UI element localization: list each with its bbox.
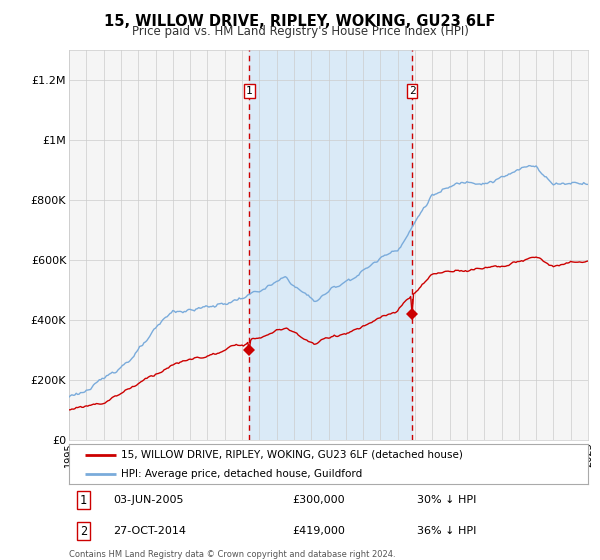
Text: Price paid vs. HM Land Registry's House Price Index (HPI): Price paid vs. HM Land Registry's House …: [131, 25, 469, 38]
Text: HPI: Average price, detached house, Guildford: HPI: Average price, detached house, Guil…: [121, 469, 362, 478]
Text: 30% ↓ HPI: 30% ↓ HPI: [417, 495, 476, 505]
Text: 15, WILLOW DRIVE, RIPLEY, WOKING, GU23 6LF: 15, WILLOW DRIVE, RIPLEY, WOKING, GU23 6…: [104, 14, 496, 29]
Text: 2: 2: [80, 525, 87, 538]
Text: 27-OCT-2014: 27-OCT-2014: [113, 526, 186, 536]
Bar: [249, 50, 412, 440]
Text: £300,000: £300,000: [292, 495, 345, 505]
Text: 36% ↓ HPI: 36% ↓ HPI: [417, 526, 476, 536]
Text: 2: 2: [409, 86, 415, 96]
Text: £419,000: £419,000: [292, 526, 345, 536]
Text: Contains HM Land Registry data © Crown copyright and database right 2024.
This d: Contains HM Land Registry data © Crown c…: [69, 550, 395, 560]
Text: 03-JUN-2005: 03-JUN-2005: [113, 495, 184, 505]
Text: 1: 1: [80, 493, 87, 507]
Text: 15, WILLOW DRIVE, RIPLEY, WOKING, GU23 6LF (detached house): 15, WILLOW DRIVE, RIPLEY, WOKING, GU23 6…: [121, 450, 463, 460]
Text: 1: 1: [246, 86, 253, 96]
